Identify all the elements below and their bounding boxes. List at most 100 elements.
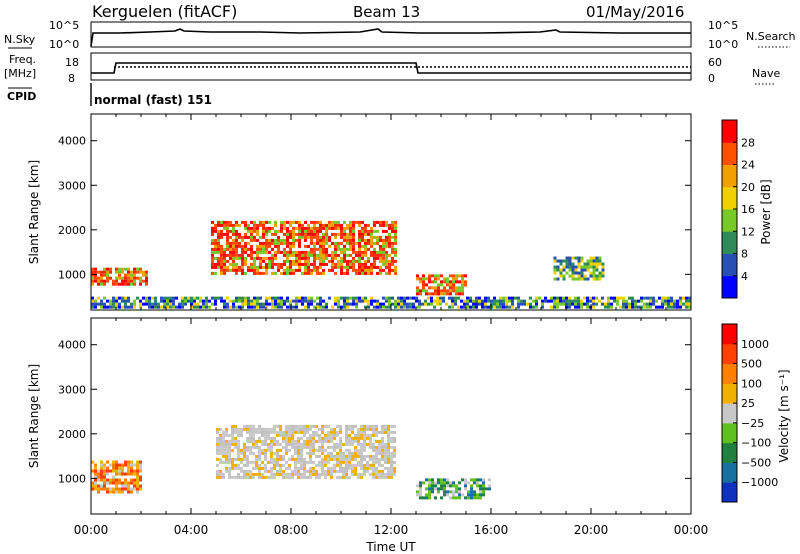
heatmap-cell (235, 223, 238, 227)
heatmap-cell (553, 302, 556, 306)
heatmap-cell (289, 250, 292, 254)
heatmap-cell (640, 299, 643, 303)
heatmap-cell (333, 445, 336, 449)
heatmap-cell (640, 296, 643, 300)
heatmap-cell (216, 469, 219, 473)
heatmap-cell (214, 302, 217, 306)
heatmap-cell (276, 469, 279, 473)
heatmap-cell (571, 277, 575, 281)
heatmap-cell (228, 469, 231, 473)
heatmap-cell (375, 433, 378, 437)
heatmap-cell (369, 463, 372, 467)
heatmap-cell (372, 460, 375, 464)
heatmap-cell (124, 460, 127, 464)
heatmap-cell (214, 244, 217, 248)
heatmap-cell (331, 223, 334, 227)
heatmap-cell (339, 427, 342, 431)
heatmap-cell (366, 427, 369, 431)
heatmap-cell (458, 496, 461, 500)
heatmap-cell (388, 259, 391, 263)
heatmap-cell (625, 302, 628, 306)
heatmap-cell (379, 238, 382, 242)
heatmap-cell (282, 472, 285, 476)
heatmap-cell (349, 302, 352, 306)
heatmap-cell (301, 229, 304, 233)
heatmap-cell (336, 424, 339, 428)
heatmap-cell (91, 296, 94, 300)
heatmap-cell (307, 226, 310, 230)
heatmap-cell (592, 256, 596, 260)
heatmap-cell (256, 256, 259, 260)
heatmap-cell (336, 454, 339, 458)
heatmap-cell (282, 457, 285, 461)
heatmap-cell (319, 220, 322, 224)
heatmap-cell (586, 262, 590, 266)
heatmap-cell (379, 244, 382, 248)
heatmap-cell (246, 427, 249, 431)
heatmap-cell (661, 302, 664, 306)
heatmap-cell (106, 305, 109, 309)
heatmap-cell (136, 487, 139, 491)
heatmap-cell (529, 305, 532, 309)
heatmap-cell (334, 302, 337, 306)
heatmap-cell (250, 302, 253, 306)
heatmap-cell (583, 296, 586, 300)
heatmap-cell (367, 238, 370, 242)
heatmap-cell (313, 235, 316, 239)
heatmap-cell (390, 445, 393, 449)
heatmap-cell (336, 457, 339, 461)
heatmap-cell (425, 493, 428, 497)
heatmap-cell (241, 250, 244, 254)
heatmap-cell (610, 305, 613, 309)
heatmap-cell (259, 296, 262, 300)
heatmap-cell (333, 427, 336, 431)
heatmap-cell (473, 496, 476, 500)
heatmap-cell (511, 305, 514, 309)
heatmap-cell (613, 299, 616, 303)
heatmap-cell (384, 460, 387, 464)
heatmap-cell (466, 305, 469, 309)
heatmap-cell (496, 305, 499, 309)
heatmap-cell (309, 442, 312, 446)
colorbar-tick-label: 28 (741, 136, 755, 149)
heatmap-cell (121, 282, 124, 286)
heatmap-cell (598, 262, 602, 266)
heatmap-cell (271, 299, 274, 303)
heatmap-cell (127, 270, 130, 274)
heatmap-cell (442, 296, 445, 300)
heatmap-cell (306, 427, 309, 431)
heatmap-cell (419, 493, 422, 497)
heatmap-cell (685, 296, 688, 300)
heatmap-cell (384, 475, 387, 479)
heatmap-cell (334, 265, 337, 269)
heatmap-cell (425, 292, 428, 296)
heatmap-cell (461, 280, 464, 284)
heatmap-cell (273, 451, 276, 455)
heatmap-cell (252, 433, 255, 437)
heatmap-cell (100, 478, 103, 482)
heatmap-cell (100, 282, 103, 286)
heatmap-cell (238, 299, 241, 303)
heatmap-cell (220, 229, 223, 233)
heatmap-cell (550, 296, 553, 300)
heatmap-cell (342, 460, 345, 464)
heatmap-cell (310, 302, 313, 306)
heatmap-cell (364, 268, 367, 272)
heatmap-cell (285, 439, 288, 443)
heatmap-cell (312, 433, 315, 437)
heatmap-cell (130, 282, 133, 286)
heatmap-cell (228, 439, 231, 443)
heatmap-cell (348, 448, 351, 452)
heatmap-cell (151, 305, 154, 309)
heatmap-cell (434, 274, 437, 278)
heatmap-cell (328, 259, 331, 263)
heatmap-cell (145, 279, 148, 283)
heatmap-cell (535, 302, 538, 306)
heatmap-cell (452, 280, 455, 284)
heatmap-cell (262, 223, 265, 227)
heatmap-cell (346, 223, 349, 227)
heatmap-cell (384, 472, 387, 476)
heatmap-cell (339, 448, 342, 452)
heatmap-cell (309, 439, 312, 443)
heatmap-cell (479, 490, 482, 494)
